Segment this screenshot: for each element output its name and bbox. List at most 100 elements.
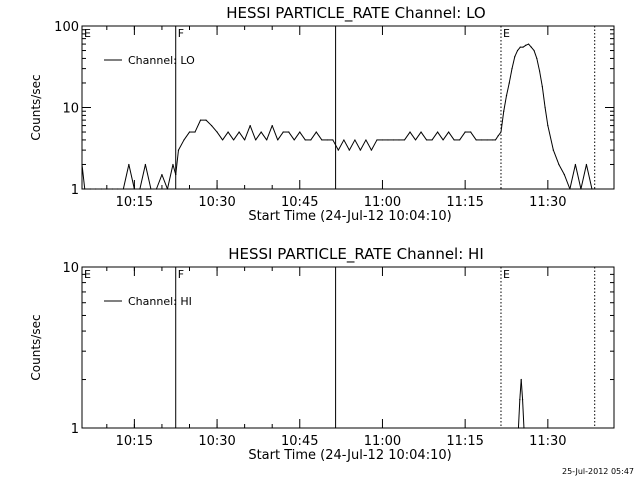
panel-1-series-segment bbox=[194, 119, 201, 133]
panel-1-series-segment bbox=[343, 139, 350, 151]
panel-2-legend-label: Channel: HI bbox=[128, 295, 192, 308]
panel-2-y-tick-label-2: 10 bbox=[62, 261, 79, 276]
panel-1-series-segment bbox=[139, 164, 146, 190]
panel-1-x-tick-label-3: 10:45 bbox=[281, 195, 318, 210]
panel-1-series-segment bbox=[238, 131, 246, 141]
panel-1-series-1 bbox=[81, 43, 593, 190]
panel-1-series-segment bbox=[539, 70, 543, 87]
panel-1-series-segment bbox=[459, 131, 466, 141]
panel-1-series-segment bbox=[530, 46, 535, 51]
panel-1-series-segment bbox=[244, 125, 251, 141]
panel-1-series-segment bbox=[404, 131, 411, 141]
panel-1-marker-flag-1: E bbox=[84, 27, 91, 40]
panel-1-series-segment bbox=[495, 135, 499, 141]
panel-2-x-axis-label: Start Time (24-Jul-12 10:04:10) bbox=[248, 448, 451, 463]
panel-1-x-tick-label-5: 11:15 bbox=[446, 195, 483, 210]
panel-1-series-segment bbox=[409, 131, 416, 141]
panel-1-series-segment bbox=[415, 131, 422, 141]
panel-1-series-segment bbox=[365, 139, 372, 151]
panel-1-series-segment bbox=[255, 131, 262, 141]
panel-1-series-segment bbox=[536, 58, 541, 72]
panel-1-data-point bbox=[591, 188, 593, 190]
panel-2-x-tick-label-3: 10:45 bbox=[281, 434, 318, 449]
panel-1-series-segment bbox=[271, 125, 279, 141]
panel-1-y-tick-label-3: 100 bbox=[54, 20, 79, 35]
panel-1-series-segment bbox=[178, 139, 185, 151]
panel-1-series-segment bbox=[370, 139, 378, 151]
panel-1-series-segment bbox=[528, 43, 532, 48]
panel-1-series-segment bbox=[552, 149, 560, 165]
panel-2-x-tick-label-5: 11:15 bbox=[446, 434, 483, 449]
panel-1-series-segment bbox=[348, 139, 356, 151]
panel-1-series-segment bbox=[260, 131, 268, 141]
panel-1-series-segment bbox=[266, 125, 273, 141]
panel-1-series-segment bbox=[508, 68, 513, 84]
panel-1-series-segment bbox=[211, 125, 218, 133]
panel-1-series-segment bbox=[155, 174, 163, 190]
panel-1-series-segment bbox=[503, 95, 507, 112]
panel-1-series-segment bbox=[183, 131, 190, 141]
panel-2-series-1 bbox=[517, 378, 525, 429]
panel-1-series-segment bbox=[437, 131, 444, 141]
panel-1-series-segment bbox=[293, 131, 301, 141]
panel-1-series-segment bbox=[574, 164, 582, 190]
panel-1-series-segment bbox=[569, 164, 576, 190]
panel-2-x-tick-label-2: 10:30 bbox=[198, 434, 235, 449]
panel-1-series-segment bbox=[517, 46, 521, 51]
panel-1-series-segment bbox=[144, 164, 152, 190]
panel-1-x-axis-label: Start Time (24-Jul-12 10:04:10) bbox=[248, 209, 451, 224]
panel-1-series-segment bbox=[81, 164, 86, 190]
panel-2-x-tick-label-6: 11:30 bbox=[529, 434, 566, 449]
panel-1-series-segment bbox=[470, 131, 477, 141]
panel-1-series-segment bbox=[216, 131, 223, 141]
panel-1-marker-flag-4: E bbox=[503, 27, 510, 40]
panel-1-series-segment bbox=[288, 131, 295, 141]
panel-2-series-segment bbox=[522, 399, 525, 429]
panel-1-series-segment bbox=[175, 150, 179, 175]
panel-2-x-tick-label-1: 10:15 bbox=[116, 434, 153, 449]
panel-2-series-segment bbox=[517, 399, 521, 429]
panel-1-x-tick-label-1: 10:15 bbox=[116, 195, 153, 210]
panel-1-series-segment bbox=[585, 164, 593, 190]
panel-1-x-tick-label-6: 11:30 bbox=[529, 195, 566, 210]
panel-1-y-tick-label-1: 1 bbox=[71, 183, 79, 198]
panel-2-series-segment bbox=[520, 379, 524, 400]
panel-1-legend-label: Channel: LO bbox=[128, 54, 195, 67]
panel-1-series-segment bbox=[547, 125, 554, 151]
panel-1-series-segment bbox=[161, 174, 168, 190]
panel-2-y-axis-label: Counts/sec bbox=[29, 314, 43, 380]
panel-1-series-segment bbox=[249, 125, 257, 141]
panel-1-series-segment bbox=[359, 139, 367, 151]
panel-1-series-segment bbox=[277, 131, 284, 141]
panel-1-series-segment bbox=[544, 107, 549, 126]
panel-1-x-tick-label-4: 11:00 bbox=[364, 195, 401, 210]
panel-2-marker-flag-1: E bbox=[84, 268, 91, 281]
panel-1-series-segment bbox=[431, 131, 438, 141]
panel-1-series-segment bbox=[166, 164, 174, 190]
panel-1-series-segment bbox=[337, 139, 345, 151]
panel-2-x-tick-label-4: 11:00 bbox=[364, 434, 401, 449]
panel-1-series-segment bbox=[420, 131, 427, 141]
panel-1-y-axis-label: Counts/sec bbox=[29, 74, 43, 140]
footer-timestamp: 25-Jul-2012 05:47 bbox=[561, 467, 634, 476]
panel-1-series-segment bbox=[354, 139, 361, 151]
panel-2-data-point bbox=[523, 427, 525, 429]
panel-2-marker-flag-4: E bbox=[503, 268, 510, 281]
panel-1-series-segment bbox=[580, 164, 587, 190]
panel-1-series-segment bbox=[299, 131, 306, 141]
panel-1-series-segment bbox=[506, 82, 510, 96]
panel-1-series-segment bbox=[315, 131, 323, 141]
panel-1-series-segment bbox=[233, 131, 240, 141]
panel-1-series-segment bbox=[533, 50, 538, 59]
panel-1-series-segment bbox=[511, 56, 516, 69]
panel-1-series-segment bbox=[122, 164, 130, 190]
panel-2-title: HESSI PARTICLE_RATE Channel: HI bbox=[228, 245, 484, 264]
panel-1-series-segment bbox=[442, 131, 450, 141]
panel-1-y-tick-label-2: 10 bbox=[62, 102, 79, 117]
panel-2-y-tick-label-1: 1 bbox=[71, 422, 79, 437]
panel-1-series-segment bbox=[172, 164, 177, 175]
panel-1-series-segment bbox=[558, 164, 565, 175]
panel-1-series-segment bbox=[128, 164, 135, 190]
